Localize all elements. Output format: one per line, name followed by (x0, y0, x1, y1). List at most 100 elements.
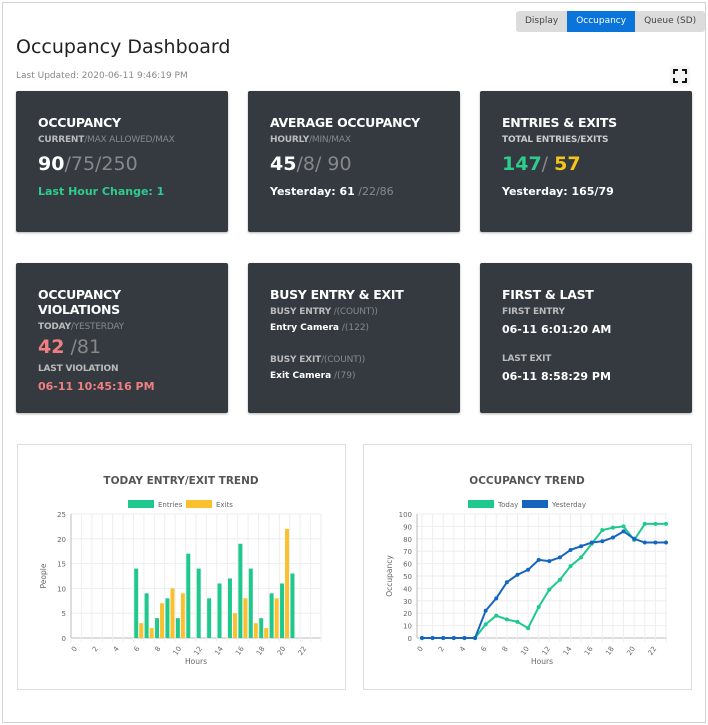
x-tick-label: 6 (133, 645, 142, 654)
min-max: /8/ 90 (296, 153, 352, 175)
x-tick-label: 16 (234, 645, 246, 657)
card-title: OCCUPANCY VIOLATIONS (38, 287, 121, 317)
point-today (536, 605, 541, 609)
point-today (579, 555, 584, 560)
chart-title: OCCUPANCY TREND (469, 475, 585, 487)
x-tick-label: 18 (255, 645, 267, 657)
busy-entry-name: Entry Camera (270, 323, 339, 333)
point-today (610, 525, 615, 530)
display-button[interactable]: Display (516, 11, 568, 32)
y-tick-label: 90 (403, 523, 412, 531)
last-exit-label: LAST EXIT (502, 354, 552, 364)
yesterday-average: Yesterday: 61 (270, 185, 355, 198)
x-tick-label: 8 (153, 645, 162, 653)
sub-label: HOURLY (270, 135, 310, 145)
total-exits: 57 (554, 153, 581, 175)
x-tick-label: 22 (297, 645, 309, 657)
bar-entries (238, 543, 243, 638)
point-today (621, 524, 626, 529)
bar-exits (243, 598, 248, 638)
bar-exits (285, 528, 290, 638)
first-entry-label: FIRST ENTRY (502, 307, 565, 317)
point-today (504, 617, 509, 622)
bar-entries (207, 598, 212, 638)
x-tick-label: 2 (437, 645, 446, 653)
bar-entries (248, 568, 253, 638)
point-yesterday (515, 572, 520, 577)
fullscreen-button[interactable] (670, 66, 690, 86)
bar-entries (144, 593, 149, 638)
point-yesterday (504, 580, 509, 585)
y-tick-label: 0 (62, 635, 66, 643)
bar-entries (259, 618, 264, 638)
x-tick-label: 22 (647, 645, 659, 657)
point-today (483, 622, 488, 627)
point-today (557, 577, 562, 582)
last-violation: 06-11 10:45:16 PM (38, 380, 155, 393)
sub-label: TOTAL ENTRIES/EXITS (502, 135, 609, 145)
card-title: OCCUPANCY (38, 115, 121, 130)
occupancy-button[interactable]: Occupancy (567, 11, 636, 32)
point-yesterday (653, 540, 658, 545)
last-hour-change: Last Hour Change: 1 (38, 185, 165, 198)
legend-label: Today (497, 501, 518, 509)
violations-card: OCCUPANCY VIOLATIONS TODAY/YESTERDAY 42 … (16, 263, 228, 413)
bar-exits (149, 628, 154, 638)
sub-label-dim: /MAX ALLOWED/MAX (84, 135, 175, 145)
point-yesterday (473, 636, 478, 640)
point-yesterday (483, 608, 488, 613)
y-tick-label: 20 (403, 610, 412, 618)
point-yesterday (430, 636, 435, 640)
first-entry: 06-11 6:01:20 AM (502, 323, 612, 336)
y-axis-label: Occupancy (385, 555, 394, 597)
legend-label: Exits (216, 501, 233, 509)
sub-label-dim: /YESTERDAY (70, 322, 124, 332)
x-tick-label: 12 (541, 645, 553, 657)
bar-entries (165, 598, 170, 638)
yesterday-min-max: /22/86 (354, 185, 394, 198)
point-yesterday (536, 557, 541, 562)
occupancy-trend-card: OCCUPANCY TREND Today Yesterday 0 10 20 30 40 50… (363, 444, 692, 690)
bar-entries (217, 583, 222, 638)
y-tick-label: 30 (403, 598, 412, 606)
page-title: Occupancy Dashboard (16, 36, 231, 58)
point-yesterday (420, 636, 424, 640)
bar-exits (264, 628, 269, 638)
y-tick-label: 5 (62, 610, 66, 618)
entries-exits-card: ENTRIES & EXITS TOTAL ENTRIES/EXITS 147/… (480, 91, 692, 232)
point-yesterday (441, 636, 446, 640)
point-yesterday (600, 539, 605, 544)
y-tick-label: 10 (57, 585, 66, 593)
legend-swatch (522, 500, 548, 508)
point-yesterday (621, 529, 626, 534)
sub-label: CURRENT (38, 135, 85, 145)
point-yesterday (579, 544, 584, 549)
count-label: /(COUNT)) (321, 355, 366, 365)
queue-sd-button[interactable]: Queue (SD) (635, 11, 706, 32)
legend-label: Entries (158, 501, 183, 509)
bar-entries (175, 618, 180, 638)
bar-exits (139, 623, 144, 638)
point-today (568, 564, 573, 569)
occupancy-card: OCCUPANCY CURRENT/MAX ALLOWED/MAX 90/75/… (16, 91, 228, 232)
x-tick-label: 4 (112, 645, 121, 654)
y-tick-label: 0 (408, 635, 412, 643)
bar-entries (196, 568, 201, 638)
total-entries: 147 (502, 153, 542, 175)
point-yesterday (462, 636, 467, 640)
current-occupancy: 90 (38, 153, 65, 175)
busy-entry-exit-card: BUSY ENTRY & EXIT BUSY ENTRY /(COUNT)) E… (248, 263, 460, 413)
entry-exit-trend-card: TODAY ENTRY/EXIT TREND Entries Exits 0 5 10 15… (17, 444, 346, 690)
point-yesterday (664, 540, 668, 545)
x-tick-label: 0 (70, 645, 79, 653)
x-tick-label: 16 (583, 645, 595, 657)
sub-label: TODAY (38, 322, 71, 332)
point-yesterday (568, 547, 573, 552)
y-tick-label: 50 (403, 573, 412, 581)
x-tick-label: 18 (604, 645, 616, 657)
y-tick-label: 80 (403, 536, 412, 544)
hourly-average: 45 (270, 153, 297, 175)
x-tick-label: 12 (192, 645, 204, 657)
